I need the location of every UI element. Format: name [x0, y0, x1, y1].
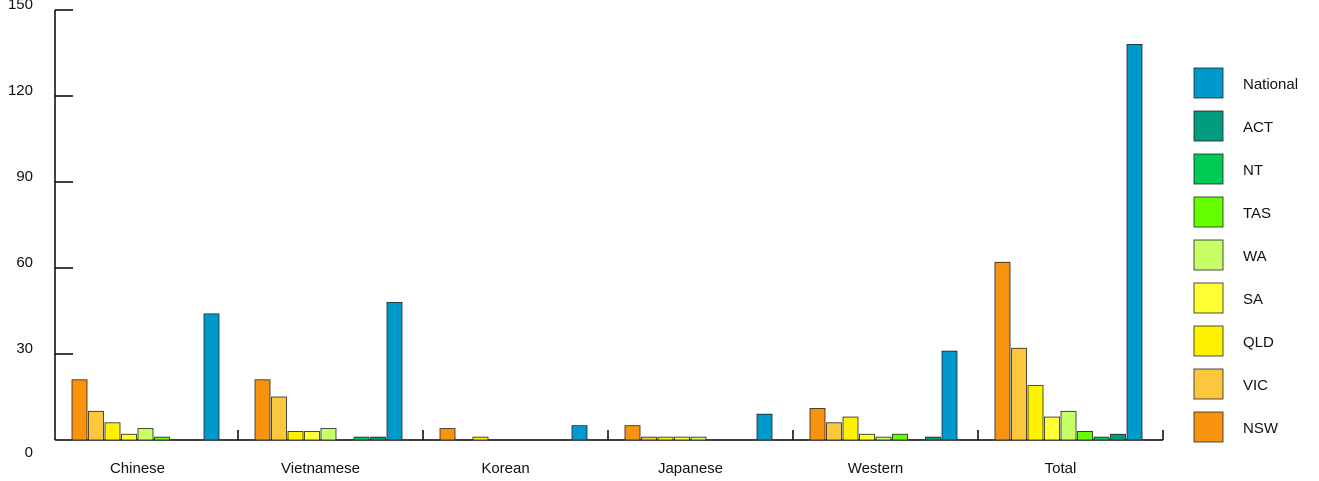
bar-qld-western [842, 416, 859, 441]
legend-label-sa: SA [1243, 291, 1263, 308]
bar-national-western [941, 350, 958, 441]
bar-national-vietnamese [386, 301, 403, 441]
bar-vic-japanese [641, 436, 657, 441]
x-category-label: Japanese [658, 460, 723, 477]
x-category-label: Vietnamese [281, 460, 360, 477]
legend-label-nt: NT [1243, 162, 1263, 179]
bars [71, 44, 1143, 441]
bar-nsw-japanese [624, 425, 641, 441]
bar-wa-chinese [137, 428, 154, 441]
bar-nsw-western [809, 408, 826, 441]
bar-national-japanese [756, 413, 773, 441]
bar-vic-total [1011, 347, 1027, 441]
y-tick-label: 150 [8, 0, 33, 13]
bar-nsw-chinese [71, 379, 88, 441]
x-category-label: Total [1045, 460, 1077, 477]
bar-vic-chinese [88, 410, 104, 441]
legend-label-national: National [1243, 76, 1298, 93]
bar-nsw-vietnamese [254, 379, 271, 441]
bar-qld-japanese [657, 436, 674, 441]
x-category-label: Western [848, 460, 904, 477]
legend-swatch-nsw [1193, 411, 1224, 443]
bar-wa-japanese [690, 436, 707, 441]
bar-vic-western [826, 422, 842, 441]
x-axis: Chinese Vietnamese Korean Japanese Western To… [55, 430, 1164, 477]
bar-wa-total [1060, 410, 1077, 441]
legend: National ACT NT TAS WA SA QLD VIC NSW [1193, 67, 1298, 443]
bar-tas-chinese [154, 436, 170, 441]
bar-act-vietnamese [370, 436, 386, 441]
y-tick-label: 30 [16, 340, 33, 357]
legend-swatch-sa [1193, 282, 1224, 314]
bar-qld-korean [472, 436, 489, 441]
bar-vic-vietnamese [271, 396, 287, 441]
bar-national-total [1126, 44, 1143, 441]
bar-tas-western [892, 433, 908, 441]
y-tick-label: 0 [25, 444, 33, 461]
y-tick-label: 120 [8, 82, 33, 99]
bar-sa-vietnamese [304, 430, 320, 441]
legend-label-act: ACT [1243, 119, 1273, 136]
bar-national-chinese [203, 313, 220, 441]
bar-nt-total [1093, 436, 1110, 441]
bar-sa-total [1044, 416, 1060, 441]
legend-swatch-wa [1193, 239, 1224, 271]
legend-label-tas: TAS [1243, 205, 1271, 222]
bar-nt-vietnamese [353, 436, 370, 441]
y-tick-label: 90 [16, 168, 33, 185]
bar-act-western [925, 436, 941, 441]
bar-sa-chinese [121, 433, 137, 441]
bar-wa-vietnamese [320, 428, 337, 441]
x-category-label: Korean [481, 460, 529, 477]
y-tick-label: 60 [16, 254, 33, 271]
bar-tas-total [1077, 430, 1093, 441]
bar-qld-vietnamese [287, 430, 304, 441]
legend-label-qld: QLD [1243, 334, 1274, 351]
legend-swatch-nt [1193, 153, 1224, 185]
bar-sa-western [859, 433, 875, 441]
bar-wa-western [875, 436, 892, 441]
legend-swatch-tas [1193, 196, 1224, 228]
legend-label-wa: WA [1243, 248, 1267, 265]
legend-label-nsw: NSW [1243, 420, 1279, 437]
legend-swatch-vic [1193, 368, 1224, 400]
bar-qld-total [1027, 385, 1044, 441]
bar-act-total [1110, 433, 1126, 441]
bar-qld-chinese [104, 422, 121, 441]
bar-nsw-korean [439, 428, 456, 441]
y-axis: 0 30 60 90 120 150 [8, 0, 73, 461]
x-category-label: Chinese [110, 460, 165, 477]
bar-national-korean [571, 425, 588, 441]
legend-swatch-qld [1193, 325, 1224, 357]
bar-nsw-total [994, 261, 1011, 441]
legend-label-vic: VIC [1243, 377, 1268, 394]
legend-swatch-national [1193, 67, 1224, 99]
legend-swatch-act [1193, 110, 1224, 142]
bar-sa-japanese [674, 436, 690, 441]
